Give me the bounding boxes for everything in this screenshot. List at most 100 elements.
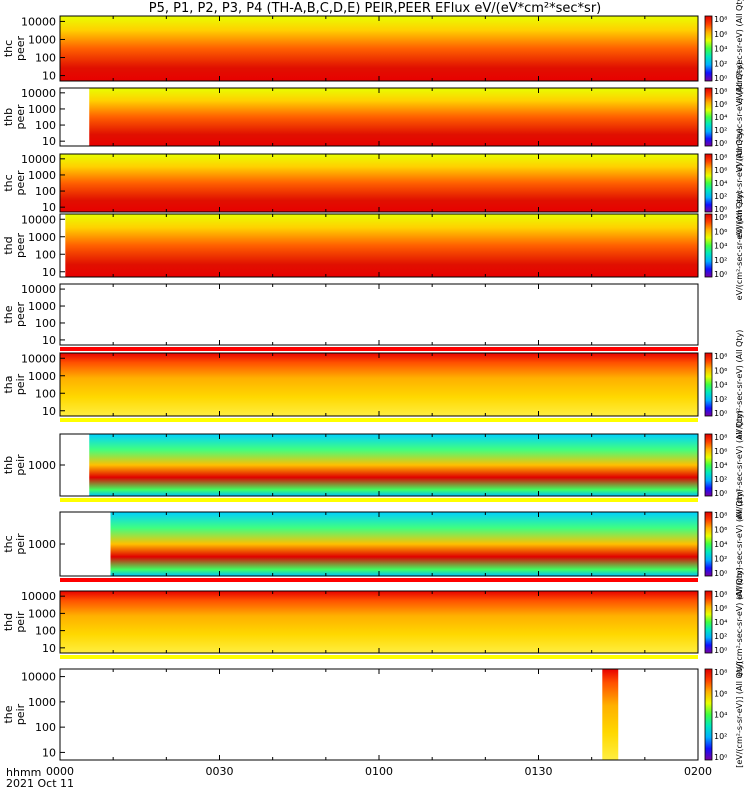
colorbar-tick-label: 10⁴ <box>714 540 727 549</box>
y-tick-label: 1000 <box>28 300 56 313</box>
colorbar-tick-label: 10⁰ <box>714 569 727 578</box>
colorbar-tick-label: 10² <box>714 632 727 641</box>
colorbar-tick-label: 10² <box>714 555 727 564</box>
panel-species-label: the <box>2 705 15 723</box>
panel-product-label: peer <box>14 36 27 62</box>
colorbar-tick-label: 10⁸ <box>714 213 727 222</box>
colorbar <box>704 352 713 417</box>
panel-product-label: peir <box>14 703 27 725</box>
y-tick-label: 10000 <box>21 87 56 100</box>
y-tick-label: 1000 <box>28 459 56 472</box>
x-tick-label: 0000 <box>46 765 74 778</box>
colorbar-label: eV/(cm²-sec-sr-eV) (All Qty) <box>735 62 744 172</box>
colorbar-label: eV/(cm²-sec-sr-eV) (All Qty) <box>735 0 744 103</box>
colorbar <box>704 511 713 577</box>
spectrogram-panel: 1000 thc peir 10⁰ 10² 10⁴ 10⁶ 10⁸ eV/(cm²-sec-sr… <box>2 489 744 599</box>
colorbar-tick-label: 10² <box>714 256 727 265</box>
colorbar <box>704 213 713 278</box>
colorbar-tick-label: 10⁴ <box>714 113 727 122</box>
spectrogram-panel: 10 100 1000 10000 thc peer 10⁰ 10² 10⁴ 10⁶ 10⁸ eV/(… <box>2 0 744 103</box>
colorbar-tick-label: 10⁰ <box>714 139 727 148</box>
colorbar-tick-label: 10⁰ <box>714 753 727 762</box>
colorbar-label: eV/(cm²-sec-sr-eV) (All Qty) <box>735 567 744 677</box>
y-tick-label: 100 <box>35 721 56 734</box>
x-tick-label: 0100 <box>365 765 393 778</box>
spectrogram-panel: 1000 thb peir 10⁰ 10² 10⁴ 10⁶ 10⁸ eV/(cm²-sec-sr… <box>2 410 744 520</box>
y-tick-label: 1000 <box>28 169 56 182</box>
status-bar <box>60 418 698 422</box>
spectrogram-panel: 10 100 1000 10000 thc peer 10⁰ 10² 10⁴ 10⁶ 10⁸ eV/(… <box>2 128 744 238</box>
x-tick-label: 0030 <box>206 765 234 778</box>
panel-product-label: peer <box>14 302 27 328</box>
panel-species-label: thb <box>2 456 15 474</box>
colorbar-tick-label: 10² <box>714 192 727 201</box>
date-label: 2021 Oct 11 <box>6 777 75 790</box>
colorbar-tick-label: 10⁸ <box>714 15 727 24</box>
x-tick-label: 0130 <box>525 765 553 778</box>
spectrogram-data <box>60 154 698 212</box>
panel-product-label: peer <box>14 233 27 259</box>
spectrogram-data <box>60 353 698 416</box>
panel-product-label: peir <box>14 373 27 395</box>
spectrogram-data <box>89 434 698 496</box>
colorbar <box>704 590 713 654</box>
status-bar <box>60 498 698 502</box>
panel-species-label: thd <box>2 236 15 254</box>
colorbar-tick-label: 10⁸ <box>714 668 727 677</box>
spectrogram-panel: 10 100 1000 10000 tha peir 10⁰ 10² 10⁴ 10⁶ 10⁸ eV/(… <box>2 330 744 440</box>
y-tick-label: 100 <box>35 119 56 132</box>
chart-title: P5, P1, P2, P3, P4 (TH-A,B,C,D,E) PEIR,P… <box>148 1 602 16</box>
colorbar-tick-label: 10⁶ <box>714 227 727 236</box>
y-tick-label: 100 <box>35 317 56 330</box>
colorbar-tick-label: 10⁸ <box>714 433 727 442</box>
y-tick-label: 10 <box>42 135 56 148</box>
colorbar-tick-label: 10⁰ <box>714 74 727 83</box>
colorbar-tick-label: 10² <box>714 732 727 741</box>
colorbar-tick-label: 10⁴ <box>714 242 727 251</box>
y-tick-label: 100 <box>35 248 56 261</box>
colorbar-label: eV/(cm²-sec-sr-eV) (All Qty) <box>735 410 744 520</box>
colorbar <box>704 433 713 497</box>
colorbar-tick-label: 10⁸ <box>714 590 727 599</box>
colorbar-tick-label: 10⁴ <box>714 461 727 470</box>
colorbar-tick-label: 10⁶ <box>714 689 727 698</box>
y-tick-label: 1000 <box>28 370 56 383</box>
colorbar-tick-label: 10⁴ <box>714 711 727 720</box>
y-tick-label: 1000 <box>28 696 56 709</box>
y-tick-label: 100 <box>35 52 56 65</box>
colorbar-tick-label: 10⁶ <box>714 30 727 39</box>
colorbar-tick-label: 10² <box>714 59 727 68</box>
colorbar-tick-label: 10⁴ <box>714 381 727 390</box>
colorbar-label: eV/(cm²-sec-sr-eV) (All Qty) <box>735 191 744 301</box>
y-tick-label: 1000 <box>28 103 56 116</box>
colorbar-tick-label: 10⁶ <box>714 604 727 613</box>
colorbar <box>704 15 713 82</box>
y-tick-label: 1000 <box>28 231 56 244</box>
spectrogram-panel: 10 100 1000 10000 the peir 10⁰ 10² 10⁴ 10⁶ 10⁸ [eV/… <box>2 661 744 768</box>
colorbar-label: [eV/(cm²-s-sr-eV)] (All Qty) <box>735 661 744 768</box>
colorbar-tick-label: 10⁰ <box>714 489 727 498</box>
spectrogram-panel: 10 100 1000 10000 thb peer 10⁰ 10² 10⁴ 10⁶ 10⁸ eV/(… <box>2 62 744 172</box>
spectrogram-data <box>110 512 699 576</box>
colorbar <box>704 87 713 147</box>
panel-product-label: peer <box>14 104 27 130</box>
colorbar-tick-label: 10⁸ <box>714 153 727 162</box>
y-tick-label: 10 <box>42 334 56 347</box>
y-tick-label: 1000 <box>28 607 56 620</box>
colorbar-tick-label: 10² <box>714 475 727 484</box>
y-tick-label: 10 <box>42 266 56 279</box>
y-tick-label: 10 <box>42 70 56 83</box>
y-tick-label: 10000 <box>21 213 56 226</box>
colorbar <box>704 153 713 213</box>
spectrogram-data <box>60 591 698 653</box>
y-tick-label: 1000 <box>28 538 56 551</box>
panel-species-label: tha <box>2 375 15 393</box>
panel-product-label: peir <box>14 454 27 476</box>
panel-product-label: peir <box>14 611 27 633</box>
y-tick-label: 10000 <box>21 153 56 166</box>
status-bar <box>60 578 698 582</box>
panel-frame <box>59 283 699 346</box>
panel-product-label: peer <box>14 170 27 196</box>
panel-species-label: thb <box>2 108 15 126</box>
